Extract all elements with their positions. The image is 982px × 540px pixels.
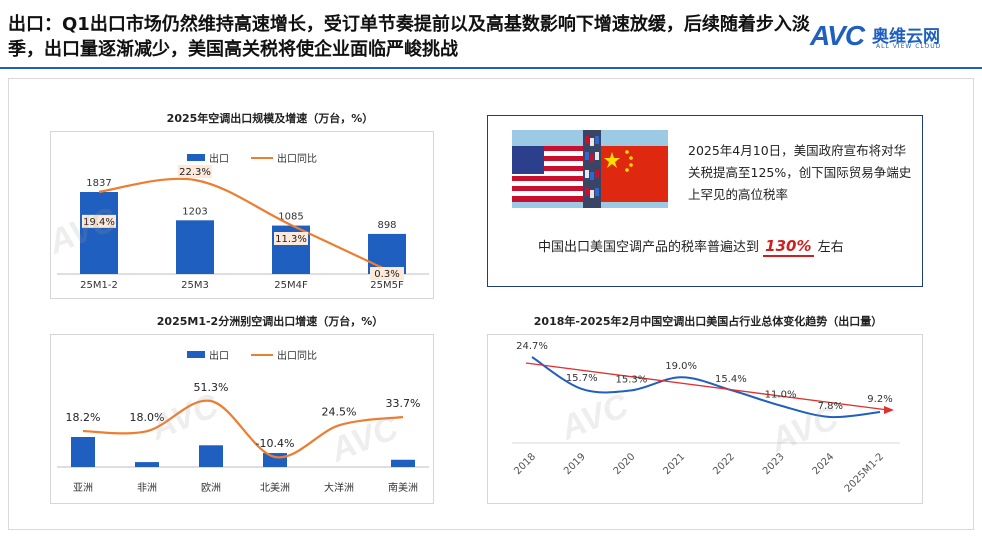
chart2-legend: 出口 出口同比 [187, 347, 317, 362]
chart1-svg: 1837 25M1-2 1203 25M3 1085 25M4F 898 25M5F 19.4%… [57, 165, 429, 291]
brand-logo: AVC 奥维云网 ALL VIEW CLOUD [810, 20, 980, 60]
line-value-label: -10.4% [256, 437, 295, 450]
x-tick-label: 非洲 [137, 482, 157, 494]
logo-cn-text: 奥维云网 [872, 27, 940, 47]
x-tick-label: 2022 [711, 451, 737, 477]
bar-export [80, 192, 118, 274]
legend-label-yoy: 出口同比 [277, 154, 317, 165]
legend-line-swatch [251, 353, 273, 356]
line-value-label: 22.3% [179, 167, 211, 178]
legend-label-export: 出口 [209, 154, 229, 165]
bar-value-label: 1837 [86, 178, 111, 189]
line-label-bg [178, 165, 212, 178]
tariff-rate-suffix: 左右 [817, 240, 844, 255]
bar-export [263, 453, 287, 467]
logo-avc-text: AVC [810, 20, 865, 51]
line-value-label: 33.7% [386, 397, 421, 410]
line-us-share [531, 356, 881, 419]
trend-arrow-head [884, 406, 894, 415]
bar-export [199, 445, 223, 467]
legend-bar-swatch [187, 154, 205, 161]
x-tick-label: 2018 [512, 451, 538, 477]
line-label-bg [274, 232, 308, 245]
slide-title: 出口：Q1出口市场仍然维持高速增长，受订单节奏提前以及高基数影响下增速放缓，后续… [8, 14, 810, 60]
point-value-label: 15.4% [715, 374, 747, 385]
x-tick-label: 2023 [761, 451, 787, 477]
line-label-bg [82, 214, 116, 228]
content-frame [8, 78, 974, 530]
legend-label-yoy: 出口同比 [277, 351, 317, 362]
bar-value-label: 1085 [278, 212, 303, 223]
x-tick-label: 南美洲 [388, 481, 418, 494]
x-tick-label: 亚洲 [73, 482, 93, 494]
line-yoy [82, 399, 404, 459]
x-tick-label: 大洋洲 [324, 481, 354, 494]
legend-label-export: 出口 [209, 351, 229, 362]
chart3-title: 2018年-2025年2月中国空调出口美国占行业总体变化趋势（出口量） [533, 315, 883, 328]
us-flag [512, 146, 586, 202]
line-value-label: 18.2% [66, 411, 101, 424]
x-tick-label: 25M4F [274, 280, 308, 291]
point-value-label: 24.7% [516, 341, 548, 352]
bar-value-label: 898 [377, 220, 396, 231]
legend-line-swatch [251, 156, 273, 159]
tariff-rate-value: 130% [763, 237, 814, 257]
tariff-rate-prefix: 中国出口美国空调产品的税率普遍达到 [538, 240, 760, 255]
chart2-title: 2025M1-2分洲别空调出口增速（万台，%） [156, 315, 384, 328]
line-value-label: 19.4% [83, 217, 115, 228]
logo-en-text: ALL VIEW CLOUD [876, 43, 942, 50]
trend-line [525, 362, 889, 411]
x-tick-label: 25M3 [181, 280, 209, 291]
chart2-svg: 亚洲 非洲 欧洲 北美洲 大洋洲 南美洲 18.2% 18.0% 51.3% -10.4% 24.5… [57, 381, 429, 494]
chart3-panel: 24.7% 2018 15.7% 2019 15.3% 2020 19.0% 2021 15.4… [487, 334, 923, 504]
line-value-label: 0.3% [374, 269, 399, 280]
x-tick-label: 25M1-2 [80, 280, 118, 291]
x-tick-label: 25M5F [370, 280, 404, 291]
point-value-label: 15.3% [616, 374, 648, 385]
chart1-legend: 出口 出口同比 [187, 150, 317, 165]
container-ship [583, 130, 601, 208]
point-value-label: 7.8% [818, 401, 843, 412]
chart2-panel: 出口 出口同比 亚洲 非洲 欧洲 北美洲 大洋洲 南美洲 18.2% 18.0% 51.3% -1… [50, 334, 434, 504]
x-tick-label: 2024 [811, 451, 837, 477]
bar-export [135, 462, 159, 467]
header-divider [0, 67, 982, 69]
x-tick-label: 2020 [612, 451, 638, 477]
x-tick-label: 欧洲 [201, 482, 221, 494]
line-value-label: 11.3% [275, 234, 307, 245]
line-label-bg [370, 267, 404, 280]
cn-flag [598, 146, 668, 202]
slide-header: 出口：Q1出口市场仍然维持高速增长，受订单节奏提前以及高基数影响下增速放缓，后续… [0, 0, 982, 70]
line-yoy [98, 177, 388, 271]
legend-bar-swatch [187, 351, 205, 358]
us-china-flags-image [512, 130, 668, 208]
tariff-rate-line: 中国出口美国空调产品的税率普遍达到 130% 左右 [538, 236, 844, 257]
point-value-label: 15.7% [566, 373, 598, 384]
chart1-panel: 出口 出口同比 1837 25M1-2 1203 25M3 1085 25M4F 898 25… [50, 131, 434, 299]
point-value-label: 9.2% [867, 394, 892, 405]
line-value-label: 18.0% [130, 411, 165, 424]
point-value-label: 19.0% [665, 361, 697, 372]
tariff-info-box: 2025年4月10日，美国政府宣布将对华关税提高至125%，创下国际贸易争端史上… [487, 115, 923, 287]
x-tick-label: 2019 [562, 451, 588, 477]
chart3-svg: 24.7% 2018 15.7% 2019 15.3% 2020 19.0% 2021 15.4… [512, 341, 900, 495]
x-tick-label: 2025M1-2 [843, 451, 886, 494]
point-value-label: 11.0% [765, 390, 797, 401]
bar-export [71, 437, 95, 467]
bar-value-label: 1203 [182, 206, 207, 217]
x-tick-label: 2021 [661, 451, 687, 477]
bar-export [176, 220, 214, 274]
line-value-label: 24.5% [322, 405, 357, 418]
chart1-title: 2025年空调出口规模及增速（万台，%） [166, 112, 374, 125]
tariff-info-text: 2025年4月10日，美国政府宣布将对华关税提高至125%，创下国际贸易争端史上… [688, 143, 912, 202]
bar-export [391, 459, 415, 467]
line-value-label: 51.3% [194, 381, 229, 394]
x-tick-label: 北美洲 [260, 481, 290, 494]
